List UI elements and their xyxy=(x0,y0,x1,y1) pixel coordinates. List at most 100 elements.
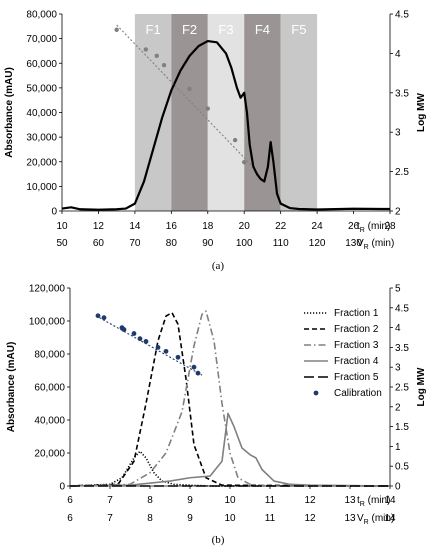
legend-fraction-5-label: Fraction 5 xyxy=(334,372,379,383)
x-tick-label: 14 xyxy=(384,495,396,506)
x-tick-label: 11 xyxy=(265,495,276,506)
x-tick-label: 9 xyxy=(187,495,193,506)
x-axis-title-time-main: t xyxy=(357,495,360,506)
y-tick-label-right: 1.5 xyxy=(395,422,409,433)
fraction-band xyxy=(207,14,245,211)
x-axis-title-volume: VR (min) xyxy=(357,238,394,251)
series-calibration-point xyxy=(154,53,159,58)
legend-fraction-4-label: Fraction 4 xyxy=(334,356,379,367)
y-tick-label-right: 2.5 xyxy=(395,167,409,178)
y-tick-label-right: 5 xyxy=(395,284,401,295)
y-tick-label-right: 1 xyxy=(395,442,401,453)
y-tick-label-left: 40,000 xyxy=(26,108,57,119)
series-calibration-point xyxy=(121,327,127,332)
fraction-band-label: F2 xyxy=(182,22,197,37)
x2-tick-label: 10 xyxy=(224,513,236,524)
x2-tick-label: 50 xyxy=(56,238,68,249)
y-tick-label-right: 0 xyxy=(395,482,401,493)
series-calibration-point xyxy=(195,370,201,376)
chart-panel-b: 0 20,000 40,000 60,000 80,000 100,000 120,000 0… xyxy=(6,284,427,547)
x-tick-label: 16 xyxy=(166,221,178,232)
x2-tick-label: 8 xyxy=(147,513,153,524)
x2-tick-label: 80 xyxy=(166,238,178,249)
y-tick-label-right: 4 xyxy=(395,49,401,60)
series-fraction-4-line xyxy=(69,412,391,487)
y-tick-label-left: 0 xyxy=(59,482,65,493)
series-fraction-3-line xyxy=(69,310,390,487)
y-tick-label-left: 120,000 xyxy=(29,284,66,295)
fraction-band xyxy=(171,14,208,211)
x-tick-label: 12 xyxy=(93,221,105,232)
x-tick-label: 14 xyxy=(129,221,141,232)
y-tick-label-left: 20,000 xyxy=(34,449,65,460)
fraction-band-label: F4 xyxy=(255,22,270,37)
y-tick-label-left: 40,000 xyxy=(34,416,65,427)
y-tick-label-right: 3.5 xyxy=(395,88,409,99)
x-tick-label: 10 xyxy=(56,221,68,232)
x-tick-label: 7 xyxy=(107,495,113,506)
x-axis-title-volume-unit: (min) xyxy=(369,238,395,249)
fraction-band xyxy=(134,14,172,211)
y-tick-label-left: 60,000 xyxy=(34,383,65,394)
x2-tick-label: 130 xyxy=(345,238,362,249)
x2-tick-label: 70 xyxy=(129,238,141,249)
x-tick-label: 18 xyxy=(202,221,214,232)
series-fraction-2-line xyxy=(69,311,391,487)
x-tick-label: 24 xyxy=(312,221,324,232)
x-tick-label: 20 xyxy=(239,221,251,232)
series-calibration-fit-line xyxy=(116,24,252,166)
fraction-band-label: F3 xyxy=(218,22,233,37)
x-axis-title-time: tR (min) xyxy=(357,221,390,234)
x2-tick-label: 110 xyxy=(273,238,289,249)
x2-tick-label: 14 xyxy=(384,513,396,524)
x2-tick-label: 7 xyxy=(107,513,113,524)
x2-tick-label: 11 xyxy=(265,513,276,524)
y-axis-title-right: Log MW xyxy=(416,93,427,132)
x-tick-label: 10 xyxy=(224,495,236,506)
x2-tick-label: 100 xyxy=(236,238,253,249)
y-tick-label-right: 2 xyxy=(395,402,401,413)
panel-label: (b) xyxy=(212,534,225,546)
x-axis-title-volume-sub: R xyxy=(364,244,369,251)
series-calibration-point xyxy=(191,364,197,370)
series-calibration-point xyxy=(205,106,210,111)
y-tick-label-right: 2 xyxy=(395,207,401,218)
x-tick-label: 13 xyxy=(344,495,356,506)
series-calibration-point xyxy=(232,137,238,143)
series-calibration-point xyxy=(114,27,119,32)
series-calibration-point xyxy=(143,339,149,344)
series-calibration-point xyxy=(242,159,247,165)
x-axis-title-time-sub: R xyxy=(360,227,365,234)
series-calibration-point xyxy=(143,47,149,52)
y-tick-label-right: 3.5 xyxy=(395,343,409,354)
x-tick-label: 28 xyxy=(384,221,396,232)
y-tick-label-left: 50,000 xyxy=(26,83,57,94)
x-axis-title-time-sub: R xyxy=(360,501,365,508)
series-calibration-point xyxy=(187,86,192,92)
series-fraction-1-line xyxy=(69,450,390,487)
fraction-band-label: F1 xyxy=(146,22,161,37)
x2-tick-label: 6 xyxy=(67,513,73,524)
fraction-band-label: F5 xyxy=(291,22,306,37)
x-axis-title-time-unit: (min) xyxy=(365,495,391,506)
y-tick-label-left: 80,000 xyxy=(26,10,57,21)
series-calibration-point xyxy=(155,345,161,350)
y-tick-label-right: 2.5 xyxy=(395,383,409,394)
series-calibration-point xyxy=(131,331,137,336)
x2-tick-label: 60 xyxy=(93,238,105,249)
x-tick-label: 12 xyxy=(304,495,316,506)
x-axis-title-time: tR (min) xyxy=(357,495,390,508)
y-tick-label-left: 60,000 xyxy=(26,59,57,70)
x2-tick-label: 120 xyxy=(309,238,326,249)
x-tick-label: 8 xyxy=(147,495,153,506)
series-calibration-point xyxy=(101,315,107,321)
y-tick-label-right: 3 xyxy=(395,128,401,139)
x-axis-title-volume-main: V xyxy=(357,513,364,524)
y-tick-label-right: 4 xyxy=(395,323,401,334)
x2-tick-label: 13 xyxy=(344,513,356,524)
panel-label: (a) xyxy=(212,260,225,272)
legend-fraction-2-label: Fraction 2 xyxy=(334,324,379,335)
series-calibration-point xyxy=(161,63,167,68)
x-axis-title-volume-main: V xyxy=(357,238,364,249)
